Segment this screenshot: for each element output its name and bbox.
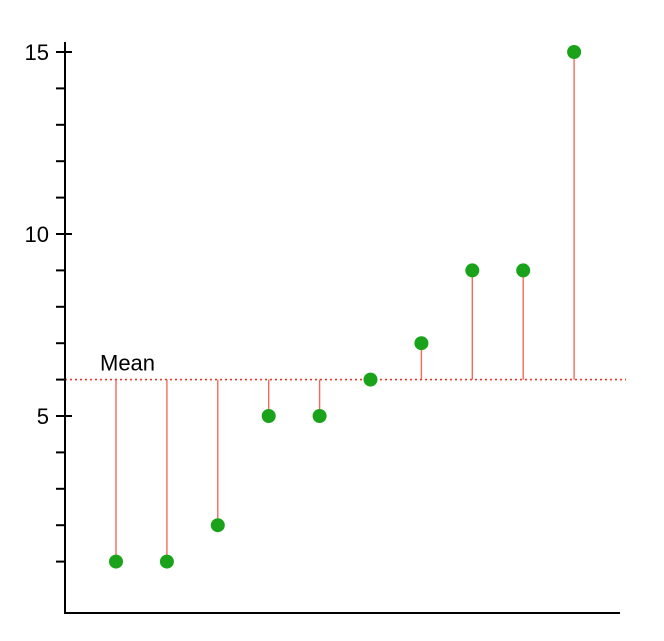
y-tick-label: 10 bbox=[25, 222, 49, 247]
data-points bbox=[109, 45, 582, 569]
mean-label: Mean bbox=[100, 351, 155, 376]
data-point bbox=[414, 336, 429, 351]
data-point bbox=[567, 45, 582, 59]
data-point bbox=[159, 554, 174, 569]
data-point bbox=[465, 263, 480, 278]
data-point bbox=[109, 554, 123, 569]
y-tick-label: 5 bbox=[37, 404, 49, 429]
data-point bbox=[312, 409, 327, 423]
data-point bbox=[261, 409, 276, 423]
y-tick-label: 15 bbox=[25, 40, 49, 65]
data-point bbox=[516, 263, 531, 278]
y-axis-ticks: 5 10 15 bbox=[25, 40, 72, 563]
residual-lines bbox=[115, 52, 575, 562]
data-point bbox=[363, 372, 378, 387]
data-point bbox=[210, 518, 225, 533]
